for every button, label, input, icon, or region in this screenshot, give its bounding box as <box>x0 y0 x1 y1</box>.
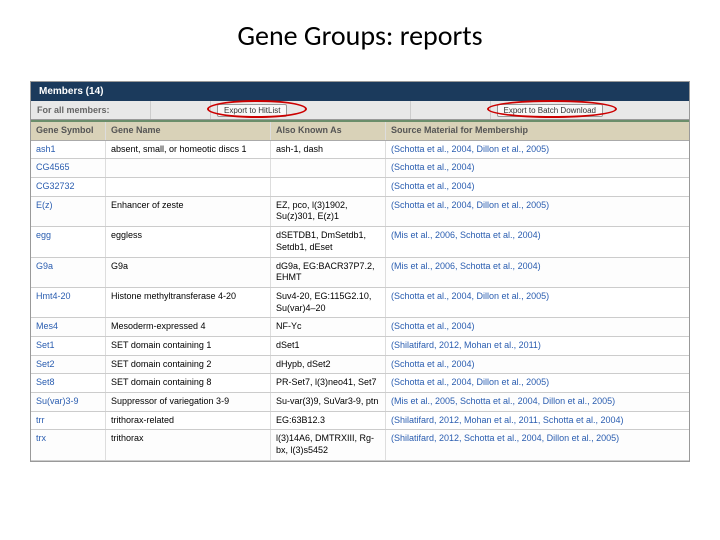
also-known-as: EZ, pco, l(3)1902, Su(z)301, E(z)1 <box>271 197 386 226</box>
gene-name <box>106 178 271 196</box>
also-known-as: dG9a, EG:BACR37P7.2, EHMT <box>271 258 386 287</box>
gene-symbol-link[interactable]: trr <box>31 412 106 430</box>
export-batch-button[interactable]: Export to Batch Download <box>497 104 604 117</box>
col-header-source: Source Material for Membership <box>386 122 689 140</box>
also-known-as: ash-1, dash <box>271 141 386 159</box>
table-row: CG4565 (Schotta et al., 2004) <box>31 159 689 178</box>
gene-name: absent, small, or homeotic discs 1 <box>106 141 271 159</box>
table-body: ash1absent, small, or homeotic discs 1as… <box>31 141 689 461</box>
gene-name: SET domain containing 1 <box>106 337 271 355</box>
also-known-as: PR-Set7, l(3)neo41, Set7 <box>271 374 386 392</box>
table-row: G9aG9adG9a, EG:BACR37P7.2, EHMT(Mis et a… <box>31 258 689 288</box>
table-row: Hmt4-20Histone methyltransferase 4-20Suv… <box>31 288 689 318</box>
also-known-as: NF-Yc <box>271 318 386 336</box>
table-row: E(z)Enhancer of zesteEZ, pco, l(3)1902, … <box>31 197 689 227</box>
source-link[interactable]: (Schotta et al., 2004) <box>386 178 689 196</box>
also-known-as: EG:63B12.3 <box>271 412 386 430</box>
gene-name: SET domain containing 2 <box>106 356 271 374</box>
gene-symbol-link[interactable]: Set8 <box>31 374 106 392</box>
source-link[interactable]: (Schotta et al., 2004) <box>386 318 689 336</box>
table-row: Set2SET domain containing 2dHypb, dSet2(… <box>31 356 689 375</box>
page-title: Gene Groups: reports <box>0 0 720 81</box>
source-link[interactable]: (Mis et al., 2006, Schotta et al., 2004) <box>386 227 689 256</box>
source-link[interactable]: (Shilatifard, 2012, Schotta et al., 2004… <box>386 430 689 459</box>
gene-symbol-link[interactable]: CG32732 <box>31 178 106 196</box>
gene-name: trithorax-related <box>106 412 271 430</box>
table-row: trrtrithorax-relatedEG:63B12.3(Shilatifa… <box>31 412 689 431</box>
gene-symbol-link[interactable]: egg <box>31 227 106 256</box>
table-row: trxtrithoraxl(3)14A6, DMTRXIII, Rg-bx, l… <box>31 430 689 460</box>
gene-symbol-link[interactable]: Mes4 <box>31 318 106 336</box>
gene-symbol-link[interactable]: Set1 <box>31 337 106 355</box>
col-header-name: Gene Name <box>106 122 271 140</box>
also-known-as: dSet1 <box>271 337 386 355</box>
gene-symbol-link[interactable]: ash1 <box>31 141 106 159</box>
gene-symbol-link[interactable]: Su(var)3-9 <box>31 393 106 411</box>
for-all-row: For all members: Export to HitList Expor… <box>31 101 689 120</box>
source-link[interactable]: (Mis et al., 2005, Schotta et al., 2004,… <box>386 393 689 411</box>
gene-symbol-link[interactable]: G9a <box>31 258 106 287</box>
source-link[interactable]: (Schotta et al., 2004, Dillon et al., 20… <box>386 374 689 392</box>
for-all-label: For all members: <box>31 101 151 119</box>
source-link[interactable]: (Schotta et al., 2004) <box>386 159 689 177</box>
also-known-as: Suv4-20, EG:115G2.10, Su(var)4–20 <box>271 288 386 317</box>
table-row: Su(var)3-9Suppressor of variegation 3-9S… <box>31 393 689 412</box>
gene-name: SET domain containing 8 <box>106 374 271 392</box>
members-header: Members (14) <box>31 82 689 101</box>
spacer <box>151 101 211 119</box>
table-row: eggegglessdSETDB1, DmSetdb1, Setdb1, dEs… <box>31 227 689 257</box>
gene-symbol-link[interactable]: Set2 <box>31 356 106 374</box>
source-link[interactable]: (Schotta et al., 2004, Dillon et al., 20… <box>386 141 689 159</box>
gene-name: Mesoderm-expressed 4 <box>106 318 271 336</box>
export-hitlist-button[interactable]: Export to HitList <box>217 104 287 117</box>
gene-name: Suppressor of variegation 3-9 <box>106 393 271 411</box>
gene-name <box>106 159 271 177</box>
gene-symbol-link[interactable]: trx <box>31 430 106 459</box>
source-link[interactable]: (Mis et al., 2006, Schotta et al., 2004) <box>386 258 689 287</box>
gene-symbol-link[interactable]: Hmt4-20 <box>31 288 106 317</box>
gene-name: G9a <box>106 258 271 287</box>
table-header-row: Gene Symbol Gene Name Also Known As Sour… <box>31 122 689 141</box>
export-hitlist-cell: Export to HitList <box>211 101 411 119</box>
source-link[interactable]: (Schotta et al., 2004, Dillon et al., 20… <box>386 197 689 226</box>
source-link[interactable]: (Shilatifard, 2012, Mohan et al., 2011) <box>386 337 689 355</box>
table-row: Set1SET domain containing 1dSet1(Shilati… <box>31 337 689 356</box>
also-known-as: dHypb, dSet2 <box>271 356 386 374</box>
also-known-as: Su-var(3)9, SuVar3-9, ptn <box>271 393 386 411</box>
table-row: Set8SET domain containing 8PR-Set7, l(3)… <box>31 374 689 393</box>
also-known-as: l(3)14A6, DMTRXIII, Rg-bx, l(3)s5452 <box>271 430 386 459</box>
export-batch-cell: Export to Batch Download <box>491 101 690 119</box>
gene-symbol-link[interactable]: CG4565 <box>31 159 106 177</box>
also-known-as <box>271 178 386 196</box>
members-table: Members (14) For all members: Export to … <box>30 81 690 462</box>
col-header-symbol: Gene Symbol <box>31 122 106 140</box>
also-known-as <box>271 159 386 177</box>
col-header-aka: Also Known As <box>271 122 386 140</box>
gene-name: eggless <box>106 227 271 256</box>
gene-name: Histone methyltransferase 4-20 <box>106 288 271 317</box>
gene-symbol-link[interactable]: E(z) <box>31 197 106 226</box>
table-row: CG32732 (Schotta et al., 2004) <box>31 178 689 197</box>
spacer <box>411 101 491 119</box>
source-link[interactable]: (Schotta et al., 2004) <box>386 356 689 374</box>
also-known-as: dSETDB1, DmSetdb1, Setdb1, dEset <box>271 227 386 256</box>
gene-name: Enhancer of zeste <box>106 197 271 226</box>
table-row: ash1absent, small, or homeotic discs 1as… <box>31 141 689 160</box>
table-row: Mes4Mesoderm-expressed 4NF-Yc(Schotta et… <box>31 318 689 337</box>
source-link[interactable]: (Shilatifard, 2012, Mohan et al., 2011, … <box>386 412 689 430</box>
source-link[interactable]: (Schotta et al., 2004, Dillon et al., 20… <box>386 288 689 317</box>
gene-name: trithorax <box>106 430 271 459</box>
